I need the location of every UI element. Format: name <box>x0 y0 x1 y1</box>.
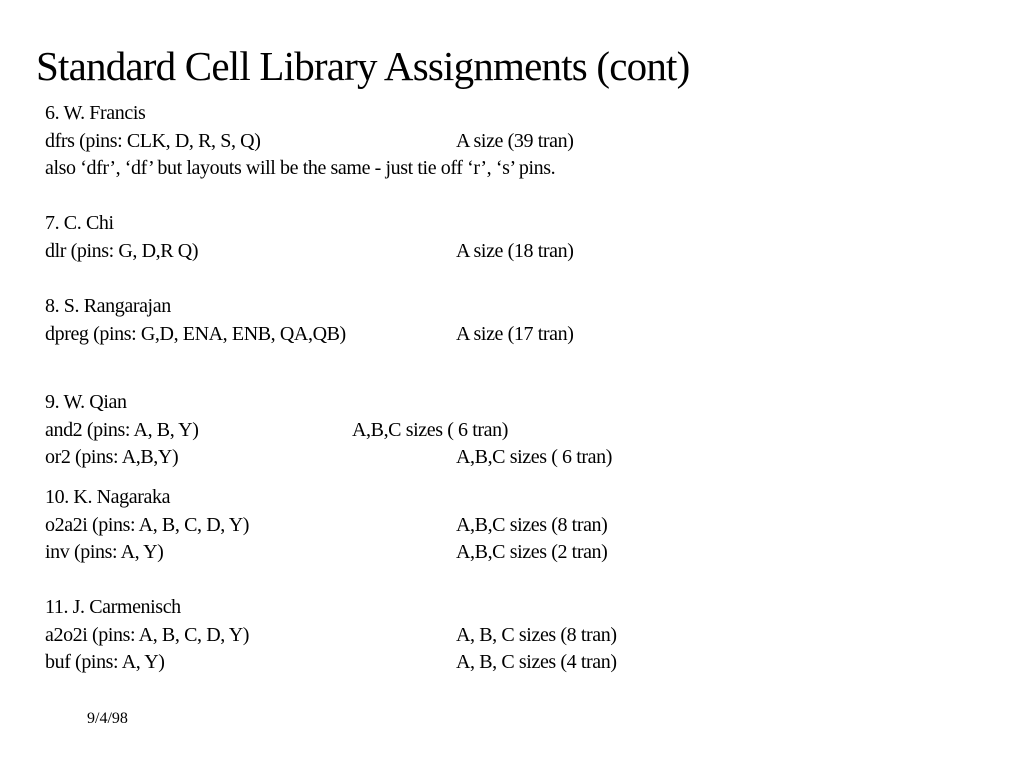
cell-size: A size (18 tran) <box>456 240 574 262</box>
cell-name-pins: a2o2i (pins: A, B, C, D, Y) <box>45 624 250 646</box>
cell-size: A, B, C sizes (8 tran) <box>456 624 617 646</box>
assignment-header: 11. J. Carmenisch <box>45 596 181 618</box>
cell-name-pins: o2a2i (pins: A, B, C, D, Y) <box>45 514 250 536</box>
slide-title: Standard Cell Library Assignments (cont) <box>36 43 690 89</box>
cell-size: A,B,C sizes (8 tran) <box>456 514 608 536</box>
cell-size: A, B, C sizes (4 tran) <box>456 651 617 673</box>
cell-name-pins: dpreg (pins: G,D, ENA, ENB, QA,QB) <box>45 323 346 345</box>
assignment-header: 7. C. Chi <box>45 212 114 234</box>
cell-name-pins: and2 (pins: A, B, Y) <box>45 419 199 441</box>
cell-size: A size (17 tran) <box>456 323 574 345</box>
cell-name-pins: dlr (pins: G, D,R Q) <box>45 240 199 262</box>
cell-size: A size (39 tran) <box>456 130 574 152</box>
cell-name-pins: or2 (pins: A,B,Y) <box>45 446 179 468</box>
cell-note: also ‘dfr’, ‘df’ but layouts will be the… <box>45 157 556 179</box>
assignment-header: 9. W. Qian <box>45 391 127 413</box>
cell-size: A,B,C sizes (2 tran) <box>456 541 608 563</box>
footer-date: 9/4/98 <box>87 710 128 727</box>
cell-name-pins: inv (pins: A, Y) <box>45 541 164 563</box>
assignment-header: 8. S. Rangarajan <box>45 295 171 317</box>
cell-name-pins: buf (pins: A, Y) <box>45 651 165 673</box>
cell-name-pins: dfrs (pins: CLK, D, R, S, Q) <box>45 130 261 152</box>
cell-size: A,B,C sizes ( 6 tran) <box>456 446 613 468</box>
cell-size: A,B,C sizes ( 6 tran) <box>352 419 509 441</box>
assignment-header: 6. W. Francis <box>45 102 146 124</box>
assignment-header: 10. K. Nagaraka <box>45 486 171 508</box>
